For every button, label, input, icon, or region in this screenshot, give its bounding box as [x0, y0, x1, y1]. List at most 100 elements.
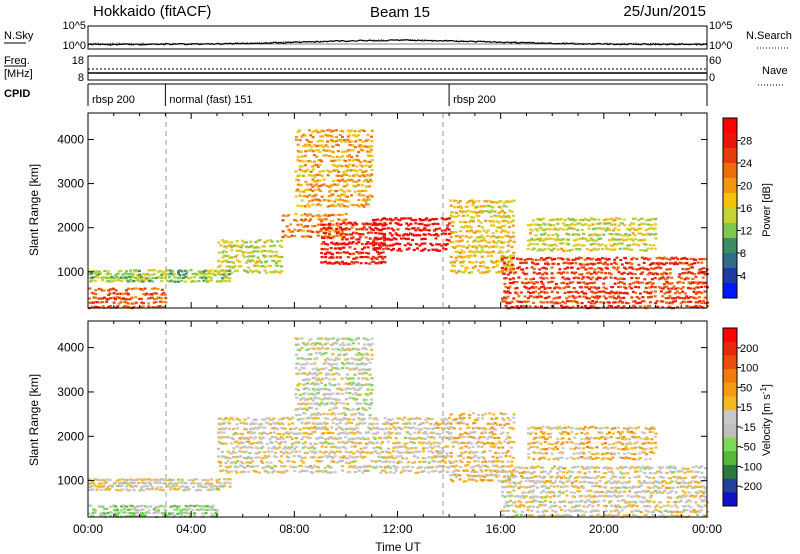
echo-cell: [327, 214, 331, 217]
echo-cell: [593, 268, 597, 271]
echo-cell: [351, 381, 355, 384]
echo-cell: [342, 262, 346, 265]
echo-cell: [445, 418, 449, 421]
echo-cell: [363, 175, 367, 178]
echo-cell: [558, 238, 562, 241]
echo-cell: [341, 342, 345, 345]
echo-cell: [394, 466, 398, 469]
echo-cell: [608, 292, 612, 295]
echo-cell: [99, 485, 103, 488]
echo-cell: [517, 295, 521, 298]
echo-cell: [436, 441, 440, 445]
echo-cell: [278, 423, 282, 426]
echo-cell: [103, 296, 106, 299]
echo-cell: [575, 257, 578, 260]
echo-cell: [145, 505, 149, 508]
echo-cell: [567, 243, 571, 246]
echo-cell: [303, 456, 307, 459]
echo-cell: [210, 512, 214, 515]
echo-cell: [364, 363, 368, 366]
echo-cell: [136, 515, 140, 518]
echo-cell: [320, 140, 324, 143]
echo-cell: [344, 432, 348, 435]
echo-cell: [319, 204, 323, 207]
echo-cell: [328, 154, 332, 158]
echo-cell: [340, 459, 344, 462]
echo-cell: [436, 249, 440, 252]
echo-cell: [605, 267, 609, 270]
echo-cell: [379, 241, 383, 244]
echo-cell: [346, 168, 350, 171]
echo-cell: [316, 144, 320, 147]
echo-cell: [136, 509, 140, 512]
echo-cell: [326, 392, 330, 395]
echo-cell: [630, 296, 634, 299]
echo-cell: [392, 457, 396, 460]
echo-cell: [180, 485, 184, 488]
echo-cell: [554, 296, 558, 299]
echo-cell: [311, 174, 315, 177]
echo-cell: [358, 175, 362, 178]
echo-cell: [191, 482, 195, 485]
echo-cell: [357, 377, 361, 380]
echo-cell: [173, 514, 177, 517]
echo-cell: [362, 417, 366, 420]
echo-cell: [368, 198, 372, 201]
echo-cell: [320, 426, 324, 429]
echo-cell: [263, 451, 267, 454]
echo-cell: [465, 266, 469, 269]
echo-cell: [469, 435, 473, 439]
echo-cell: [672, 300, 676, 303]
echo-cell: [574, 262, 578, 265]
echo-cell: [326, 169, 330, 172]
echo-cell: [317, 397, 321, 400]
echo-cell: [508, 271, 512, 274]
echo-cell: [492, 266, 496, 269]
echo-cell: [346, 222, 350, 225]
echo-cell: [445, 452, 449, 455]
echo-cell: [476, 269, 480, 272]
echo-cell: [573, 223, 577, 226]
echo-cell: [381, 450, 385, 453]
echo-cell: [366, 139, 370, 142]
echo-cell: [197, 280, 201, 283]
echo-cell: [147, 276, 151, 279]
echo-cell: [224, 442, 228, 445]
echo-cell: [303, 205, 307, 208]
echo-cell: [337, 198, 341, 202]
echo-cell: [145, 272, 149, 276]
echo-cell: [388, 418, 392, 422]
echo-cell: [384, 460, 388, 463]
echo-cell: [421, 237, 425, 240]
echo-cell: [566, 266, 569, 269]
echo-cell: [609, 262, 613, 265]
echo-cell: [475, 475, 479, 478]
echo-cell: [241, 239, 245, 242]
echo-cell: [269, 255, 273, 258]
echo-cell: [341, 230, 345, 233]
echo-cell: [322, 178, 326, 181]
echo-cell: [451, 470, 455, 473]
echo-cell: [539, 276, 543, 279]
echo-cell: [565, 285, 569, 288]
echo-cell: [378, 452, 382, 455]
echo-cell: [285, 431, 289, 434]
echo-cell: [683, 297, 687, 300]
echo-cell: [317, 337, 321, 340]
echo-cell: [274, 264, 278, 267]
echo-cell: [320, 235, 324, 238]
echo-cell: [337, 418, 340, 421]
echo-cell: [469, 450, 473, 453]
echo-cell: [390, 249, 394, 252]
echo-cell: [596, 276, 600, 279]
echo-cell: [394, 422, 398, 425]
echo-cell: [169, 488, 173, 491]
echo-cell: [626, 272, 630, 276]
echo-cell: [298, 413, 302, 416]
echo-cell: [434, 455, 438, 459]
echo-cell: [504, 297, 508, 300]
echo-cell: [492, 220, 496, 223]
echo-cell: [368, 222, 372, 225]
echo-cell: [613, 248, 617, 251]
echo-cell: [619, 281, 623, 284]
